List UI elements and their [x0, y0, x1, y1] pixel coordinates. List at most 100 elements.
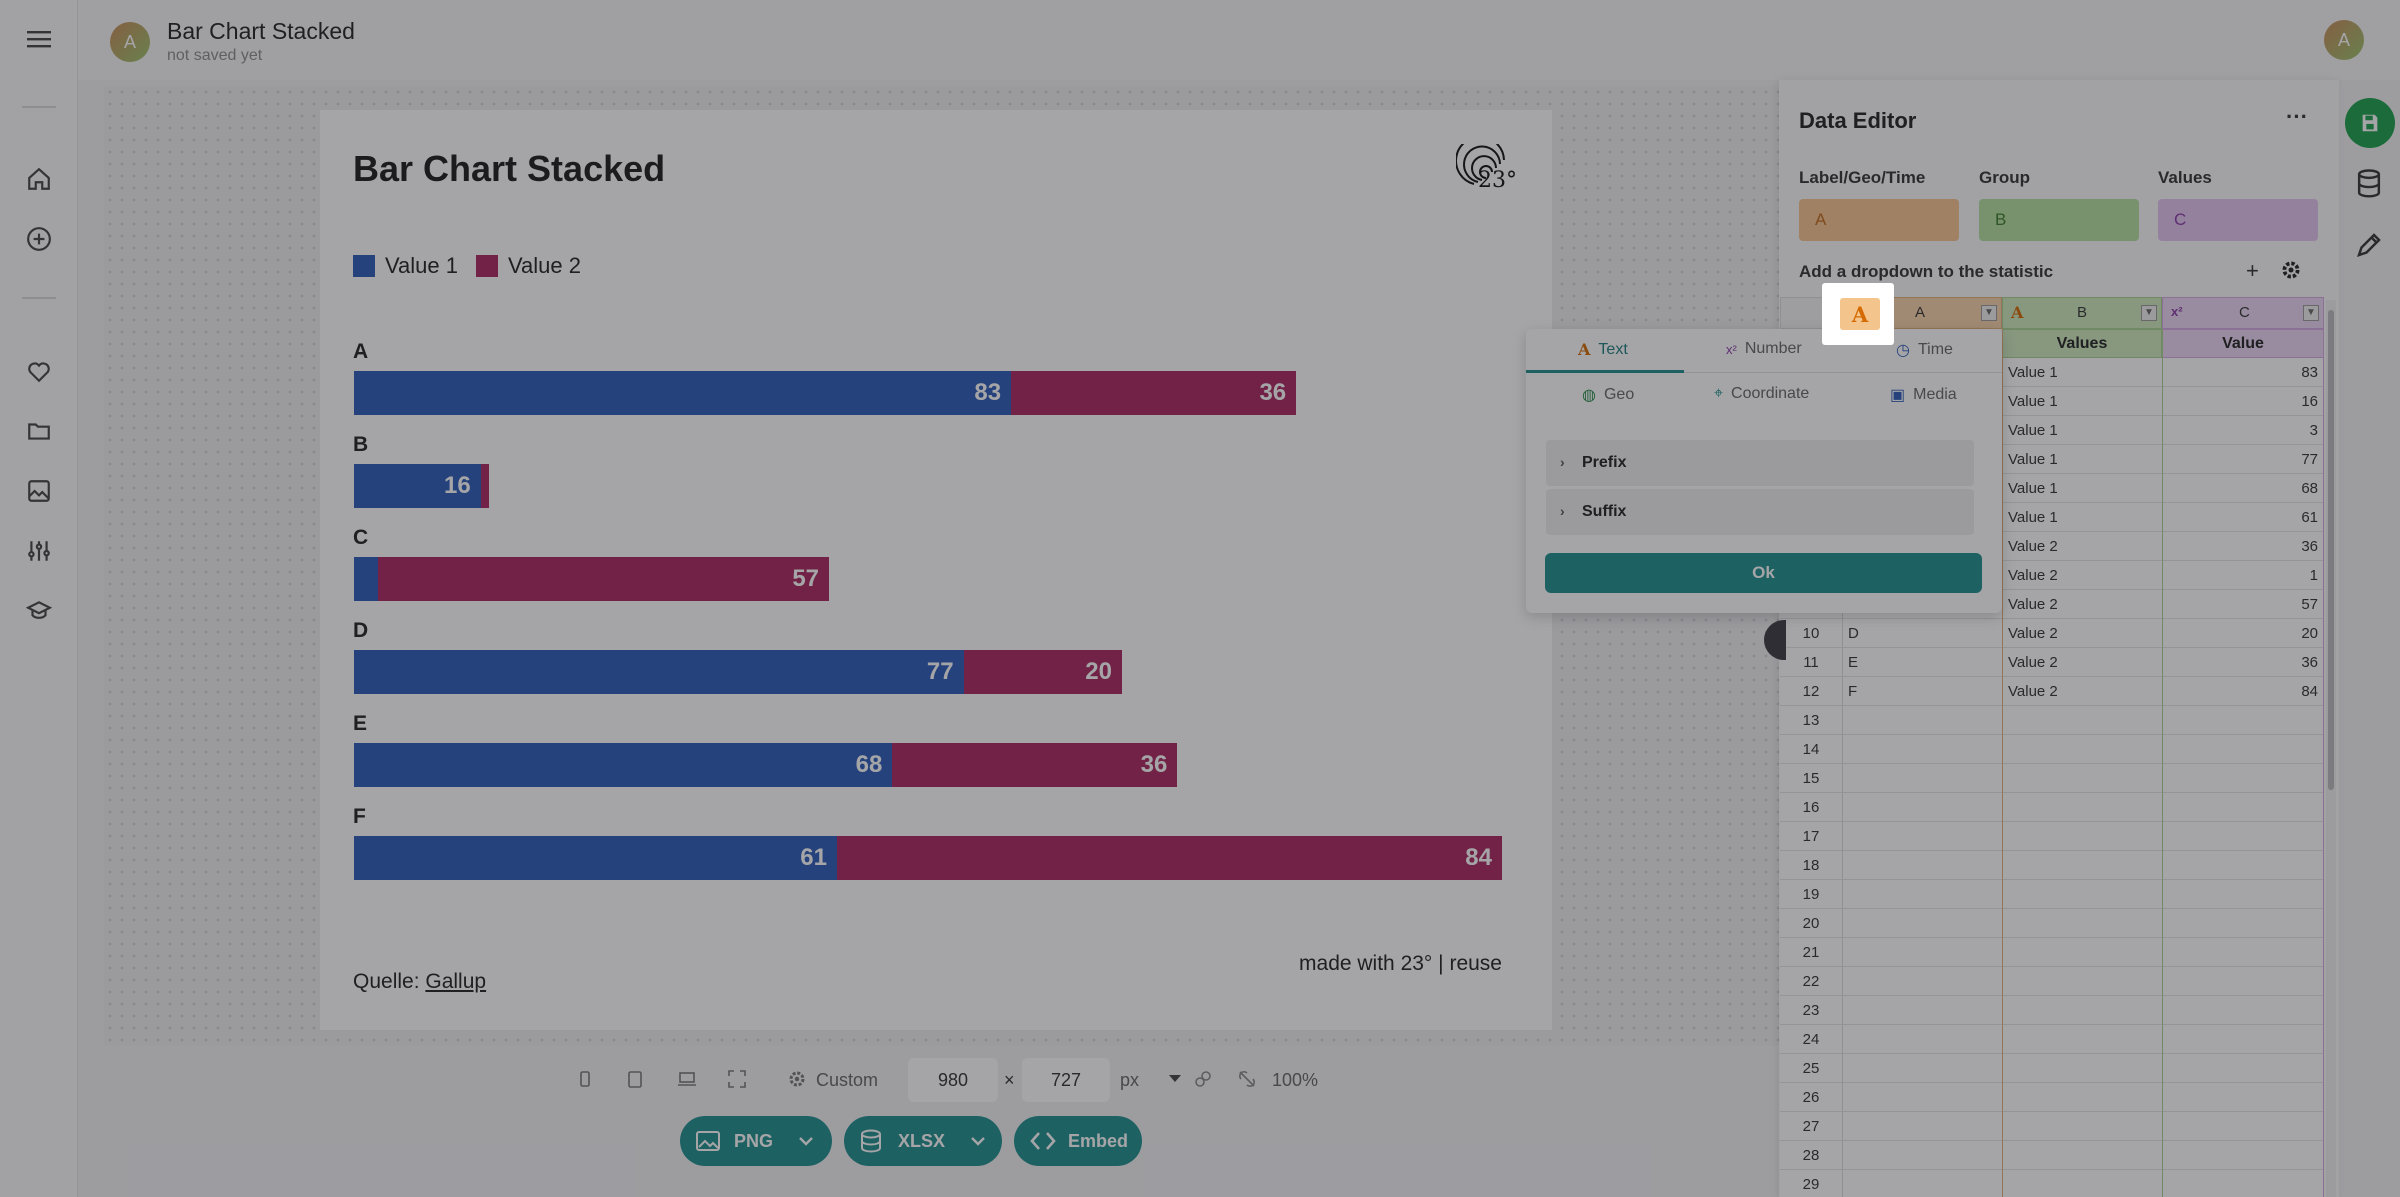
row-number[interactable]: 26 [1780, 1083, 1842, 1112]
bar-segment-1[interactable] [354, 557, 378, 601]
cell-group[interactable] [2002, 938, 2162, 967]
row-number[interactable]: 24 [1780, 1025, 1842, 1054]
row-number[interactable]: 21 [1780, 938, 1842, 967]
sliders-icon[interactable] [22, 534, 56, 568]
document-title[interactable]: Bar Chart Stacked [167, 18, 355, 44]
cell-label[interactable] [1842, 1025, 2002, 1054]
bar-segment-2[interactable] [480, 464, 489, 508]
row-number[interactable]: 13 [1780, 706, 1842, 735]
bar-segment-2[interactable] [892, 743, 1178, 787]
chevron-down-icon[interactable] [799, 1136, 813, 1146]
bar-segment-1[interactable] [354, 464, 481, 508]
row-number[interactable]: 27 [1780, 1112, 1842, 1141]
cell-label[interactable] [1842, 851, 2002, 880]
cell-label[interactable]: E [1842, 648, 2002, 677]
cell-value[interactable]: 84 [2162, 677, 2324, 706]
cell-label[interactable]: F [1842, 677, 2002, 706]
cell-group[interactable]: Value 1 [2002, 474, 2162, 503]
cell-group[interactable] [2002, 1054, 2162, 1083]
tab-text[interactable]: A Text [1578, 340, 1628, 359]
tab-time[interactable]: ◷ Time [1896, 340, 1953, 360]
row-number[interactable]: 12 [1780, 677, 1842, 706]
row-number[interactable]: 23 [1780, 996, 1842, 1025]
cell-group[interactable]: Value 2 [2002, 677, 2162, 706]
user-avatar[interactable]: A [2324, 20, 2364, 60]
column-filter-icon[interactable]: ▼ [1981, 305, 1997, 321]
link-icon[interactable] [1192, 1068, 1214, 1090]
cell-label[interactable] [1842, 793, 2002, 822]
row-number[interactable]: 18 [1780, 851, 1842, 880]
add-circle-icon[interactable] [22, 222, 56, 256]
cell-group[interactable]: Value 2 [2002, 532, 2162, 561]
cell-group[interactable]: Value 2 [2002, 561, 2162, 590]
cell-value[interactable]: 36 [2162, 648, 2324, 677]
cell-value[interactable] [2162, 1025, 2324, 1054]
row-number[interactable]: 16 [1780, 793, 1842, 822]
cell-label[interactable] [1842, 880, 2002, 909]
bar-segment-2[interactable] [1011, 371, 1297, 415]
cell-value[interactable]: 77 [2162, 445, 2324, 474]
add-dropdown-button[interactable]: + [2246, 258, 2259, 283]
cell-value[interactable]: 3 [2162, 416, 2324, 445]
row-number[interactable]: 29 [1780, 1170, 1842, 1197]
home-icon[interactable] [22, 162, 56, 196]
cell-group[interactable] [2002, 822, 2162, 851]
cell-value[interactable]: 16 [2162, 387, 2324, 416]
label-column-select[interactable]: A [1799, 199, 1959, 241]
gear-icon[interactable] [2281, 260, 2301, 285]
panel-collapse-handle[interactable] [1764, 620, 1786, 660]
cell-group[interactable] [2002, 1112, 2162, 1141]
cell-value[interactable] [2162, 822, 2324, 851]
cell-group[interactable] [2002, 706, 2162, 735]
cell-value[interactable]: 83 [2162, 358, 2324, 387]
chevron-down-icon[interactable] [971, 1136, 985, 1146]
chevron-down-icon[interactable] [1164, 1068, 1186, 1090]
row-number[interactable]: 10 [1780, 619, 1842, 648]
values-column-select[interactable]: C [2158, 199, 2318, 241]
source-link[interactable]: Gallup [425, 970, 487, 993]
cell-value[interactable] [2162, 996, 2324, 1025]
tablet-size-icon[interactable] [624, 1068, 646, 1090]
height-input[interactable]: 727 [1022, 1058, 1110, 1102]
prefix-section[interactable]: › Prefix [1546, 440, 1974, 486]
column-type-text-button[interactable]: A [1840, 298, 1880, 330]
bar-segment-1[interactable] [354, 650, 964, 694]
grid-scrollbar-thumb[interactable] [2328, 310, 2334, 790]
cell-group[interactable]: Value 1 [2002, 445, 2162, 474]
cell-group[interactable] [2002, 909, 2162, 938]
heart-icon[interactable] [22, 354, 56, 388]
cell-label[interactable] [1842, 1112, 2002, 1141]
cell-value[interactable] [2162, 909, 2324, 938]
embed-button[interactable]: Embed [1014, 1116, 1142, 1166]
column-header-b[interactable]: A B ▼ [2002, 297, 2162, 329]
row-number[interactable]: 11 [1780, 648, 1842, 677]
cell-value[interactable]: 61 [2162, 503, 2324, 532]
cell-group[interactable] [2002, 880, 2162, 909]
bar-segment-2[interactable] [836, 836, 1502, 880]
row-number[interactable]: 17 [1780, 822, 1842, 851]
laptop-size-icon[interactable] [676, 1068, 698, 1090]
cell-value[interactable]: 1 [2162, 561, 2324, 590]
number-type-icon[interactable]: x² [2171, 304, 2183, 319]
cell-label[interactable] [1842, 996, 2002, 1025]
cell-value[interactable] [2162, 793, 2324, 822]
pencil-icon[interactable] [2354, 230, 2384, 265]
cell-label[interactable] [1842, 590, 2002, 619]
cell-group[interactable] [2002, 967, 2162, 996]
column-filter-icon[interactable]: ▼ [2303, 305, 2319, 321]
cell-group[interactable] [2002, 793, 2162, 822]
row-number[interactable]: 14 [1780, 735, 1842, 764]
mobile-size-icon[interactable] [574, 1068, 596, 1090]
cell-value[interactable] [2162, 764, 2324, 793]
tab-geo[interactable]: ◍ Geo [1582, 385, 1634, 405]
row-number[interactable]: 22 [1780, 967, 1842, 996]
cell-group[interactable]: Value 1 [2002, 358, 2162, 387]
size-preset-label[interactable]: Custom [816, 1070, 879, 1090]
bar-segment-1[interactable] [354, 371, 1012, 415]
tab-media[interactable]: ▣ Media [1890, 385, 1957, 405]
cell-label[interactable]: D [1842, 619, 2002, 648]
cell-value[interactable] [2162, 1141, 2324, 1170]
column-filter-icon[interactable]: ▼ [2141, 305, 2157, 321]
download-png-button[interactable]: PNG [680, 1116, 832, 1166]
cell-group[interactable] [2002, 1141, 2162, 1170]
